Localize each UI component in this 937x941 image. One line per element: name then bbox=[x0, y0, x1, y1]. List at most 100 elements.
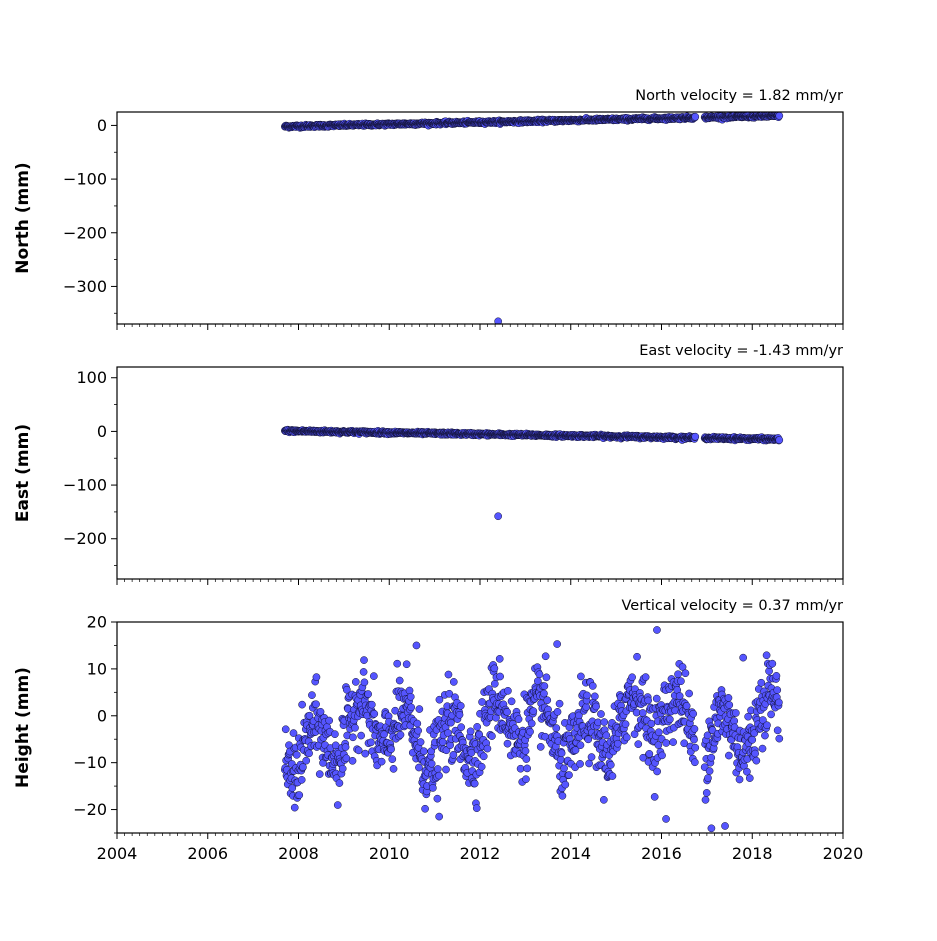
height-data-point bbox=[773, 726, 782, 735]
height-data-point bbox=[456, 702, 465, 710]
height-data-point bbox=[540, 682, 549, 690]
height-data-point bbox=[653, 767, 661, 776]
height-outlier-point bbox=[653, 626, 661, 634]
height-data-point bbox=[725, 701, 734, 709]
height-data-point bbox=[571, 746, 580, 754]
height-data-point bbox=[457, 723, 466, 732]
height-data-point bbox=[606, 761, 615, 769]
east-points bbox=[281, 425, 784, 521]
height-data-point bbox=[364, 690, 372, 698]
height-data-point bbox=[641, 673, 650, 681]
height-data-point bbox=[597, 710, 605, 718]
height-data-point bbox=[600, 718, 609, 726]
height-xtick-label: 2014 bbox=[550, 844, 591, 863]
east-panel: East velocity = -1.43 mm/yr East (mm) 100 0… bbox=[13, 343, 844, 585]
height-data-point bbox=[773, 686, 782, 694]
height-outlier-point bbox=[662, 815, 670, 823]
height-data-point bbox=[472, 804, 481, 813]
height-data-point bbox=[677, 677, 685, 686]
height-data-point bbox=[645, 750, 654, 758]
height-data-point bbox=[395, 676, 404, 685]
height-data-point bbox=[690, 735, 698, 744]
height-data-point bbox=[348, 756, 357, 765]
height-data-point bbox=[393, 659, 402, 668]
height-data-point bbox=[763, 721, 771, 730]
height-data-point bbox=[427, 759, 436, 768]
height-data-point bbox=[583, 691, 591, 700]
height-data-point bbox=[752, 756, 761, 765]
height-data-point bbox=[599, 796, 608, 804]
height-data-point bbox=[449, 751, 458, 759]
east-axis-label: East (mm) bbox=[13, 424, 33, 522]
height-data-point bbox=[335, 779, 344, 787]
height-data-point bbox=[421, 804, 429, 813]
height-data-point bbox=[298, 700, 306, 709]
north-axis-label: North (mm) bbox=[13, 162, 33, 273]
height-data-point bbox=[590, 692, 599, 701]
height-data-point bbox=[775, 698, 783, 707]
height-data-point bbox=[429, 784, 437, 792]
height-data-point bbox=[751, 749, 759, 758]
height-outlier-point bbox=[412, 641, 421, 650]
height-data-point bbox=[504, 687, 512, 695]
height-data-point bbox=[685, 689, 693, 698]
height-data-point bbox=[433, 794, 442, 803]
height-data-point bbox=[542, 673, 551, 682]
height-data-point bbox=[759, 716, 767, 724]
height-outlier-point bbox=[721, 822, 729, 830]
height-data-point bbox=[290, 803, 299, 812]
east-ytick-label: 0 bbox=[97, 422, 107, 441]
height-data-point bbox=[587, 753, 596, 761]
height-data-point bbox=[665, 715, 674, 724]
height-data-point bbox=[735, 775, 744, 784]
height-data-point bbox=[613, 739, 622, 748]
height-ytick-label: 0 bbox=[97, 706, 107, 725]
height-data-point bbox=[543, 696, 552, 705]
height-data-point bbox=[584, 735, 593, 744]
height-data-point bbox=[357, 731, 365, 740]
height-data-point bbox=[767, 710, 775, 719]
height-data-point bbox=[565, 771, 573, 779]
east-ytick-label: −100 bbox=[63, 476, 107, 495]
height-data-point bbox=[650, 793, 659, 801]
height-data-point bbox=[466, 727, 475, 736]
height-data-point bbox=[402, 660, 411, 669]
height-data-point bbox=[731, 709, 740, 717]
height-data-point bbox=[288, 784, 297, 792]
height-data-point bbox=[299, 763, 307, 771]
height-data-point bbox=[701, 796, 710, 804]
height-data-point bbox=[341, 743, 350, 751]
north-ytick-label: −200 bbox=[63, 223, 107, 242]
height-data-point bbox=[405, 686, 414, 695]
height-data-point bbox=[396, 730, 405, 739]
height-data-point bbox=[433, 765, 442, 773]
height-data-point bbox=[455, 710, 464, 719]
height-data-point bbox=[490, 679, 499, 688]
height-data-point bbox=[522, 755, 531, 763]
height-data-point bbox=[638, 709, 647, 717]
height-data-point bbox=[449, 678, 458, 686]
height-data-point bbox=[761, 731, 769, 740]
height-data-point bbox=[359, 668, 368, 676]
height-data-point bbox=[675, 692, 684, 700]
height-data-point bbox=[585, 759, 593, 768]
north-outlier-point bbox=[494, 317, 502, 324]
height-data-point bbox=[757, 678, 766, 687]
north-velocity-title: North velocity = 1.82 mm/yr bbox=[635, 88, 843, 104]
height-data-point bbox=[775, 734, 784, 743]
height-panel: Vertical velocity = 0.37 mm/yr Height (mm… bbox=[13, 598, 863, 863]
height-xtick-label: 2006 bbox=[187, 844, 228, 863]
east-outlier-point bbox=[494, 512, 502, 521]
height-data-point bbox=[415, 705, 424, 713]
height-data-point bbox=[475, 730, 484, 739]
height-data-point bbox=[445, 689, 454, 698]
height-data-point bbox=[367, 738, 375, 747]
height-data-point bbox=[744, 712, 752, 721]
height-data-point bbox=[647, 719, 656, 728]
height-data-point bbox=[536, 743, 545, 751]
height-data-point bbox=[413, 719, 422, 728]
height-data-point bbox=[702, 789, 711, 797]
height-data-point bbox=[730, 717, 739, 725]
height-data-point bbox=[561, 780, 570, 789]
height-data-point bbox=[316, 707, 325, 716]
